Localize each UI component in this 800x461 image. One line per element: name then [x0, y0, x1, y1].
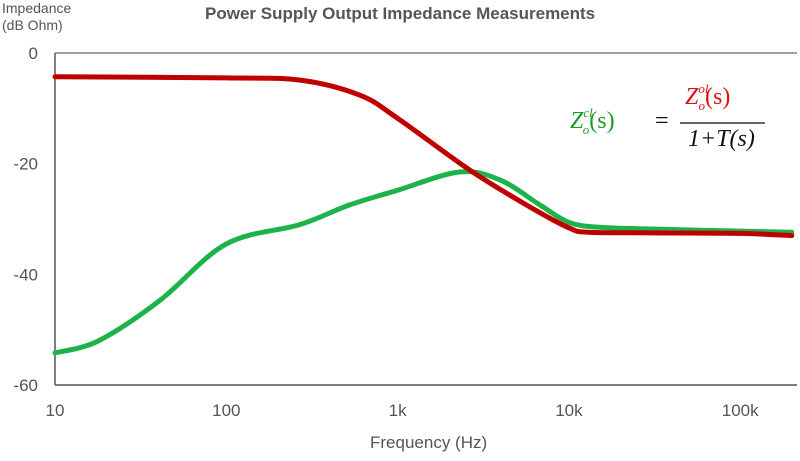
num-sup: ol [698, 81, 709, 96]
chart-title: Power Supply Output Impedance Measuremen… [205, 4, 596, 23]
num-arg: (s) [704, 84, 731, 110]
y-axis-label-line2: (dB Ohm) [2, 17, 63, 33]
equation-lhs: Zcl o(s) [570, 105, 615, 137]
y-tick-label: -20 [13, 155, 38, 174]
y-axis-label-line1: Impedance [2, 0, 72, 16]
fraction-bar [680, 122, 765, 124]
y-tick-label: 0 [29, 44, 38, 63]
lhs-sup: cl [583, 105, 593, 120]
x-tick-label: 100k [722, 401, 759, 420]
y-tick-label: -40 [13, 265, 38, 284]
x-tick-label: 10 [46, 401, 65, 420]
x-tick-label: 1k [389, 401, 407, 420]
x-axis-label: Frequency (Hz) [370, 433, 488, 452]
equation-numerator: Zol o(s) [685, 81, 731, 113]
equation-denominator: 1+T(s) [688, 126, 755, 152]
x-tick-label: 100 [212, 401, 240, 420]
x-tick-label: 10k [555, 401, 583, 420]
equation-equals: = [655, 108, 669, 134]
lhs-arg: (s) [589, 108, 615, 134]
lhs-symbol: Z [570, 108, 584, 134]
y-tick-label: -60 [13, 376, 38, 395]
lhs-sub: o [582, 122, 590, 137]
num-symbol: Z [685, 84, 699, 110]
num-sub: o [698, 98, 705, 113]
series-line-open-loop [52, 74, 795, 239]
series-line-closed-loop [52, 169, 795, 356]
